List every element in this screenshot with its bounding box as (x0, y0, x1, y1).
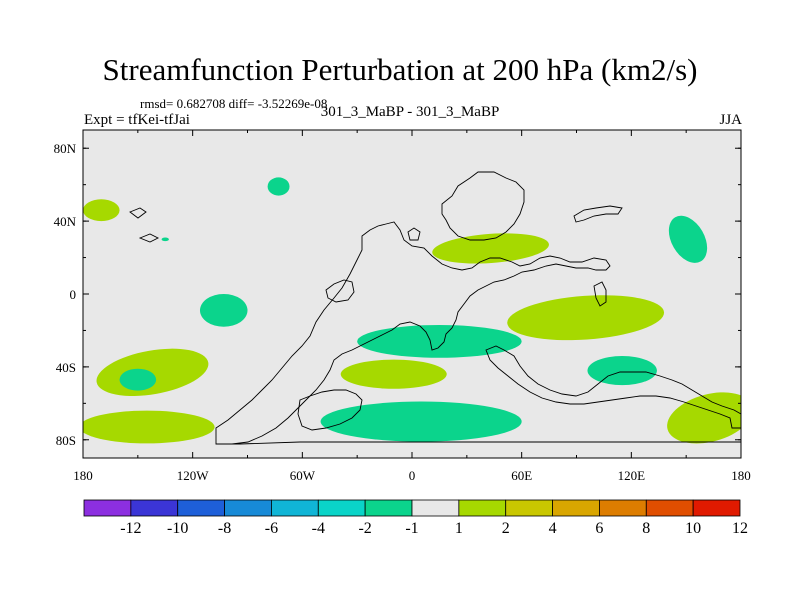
colorbar-swatch (458, 499, 507, 517)
colorbar-swatch (364, 499, 413, 517)
colorbar-label: -12 (120, 520, 141, 537)
green-blob (507, 295, 665, 341)
colorbar-label: -1 (405, 520, 418, 537)
teal-blob (668, 215, 708, 263)
x-tick-label: 180 (73, 468, 93, 483)
teal-blob (199, 294, 248, 327)
colorbar-swatch (411, 499, 460, 517)
y-tick-label: 40S (56, 360, 76, 375)
x-tick-label: 120E (618, 468, 646, 483)
colorbar-label: 1 (455, 520, 463, 537)
colorbar-swatch (692, 499, 741, 517)
colorbar-label: -2 (358, 520, 371, 537)
coastline (215, 221, 611, 445)
x-tick-label: 60E (511, 468, 532, 483)
coastline (441, 171, 525, 241)
colorbar-label: 2 (502, 520, 510, 537)
coastline (407, 227, 421, 241)
colorbar-swatch (552, 499, 600, 517)
colorbar-label: -8 (218, 520, 231, 537)
colorbar-label: -6 (265, 520, 278, 537)
teal-blob (267, 177, 290, 196)
y-tick-label: 0 (70, 287, 77, 302)
green-blob (83, 199, 120, 222)
teal-blob (320, 401, 522, 442)
chart-title: Streamfunction Perturbation at 200 hPa (… (102, 52, 698, 87)
green-blob (432, 233, 549, 264)
colorbar-label: 4 (549, 520, 557, 537)
colorbar-swatch (505, 499, 553, 517)
colorbar-swatch (130, 499, 179, 517)
colorbar-label: 12 (732, 520, 748, 537)
colorbar-swatch (177, 499, 225, 517)
coastline (485, 345, 741, 429)
teal-blob (357, 324, 522, 358)
teal-blob (119, 368, 157, 391)
colorbar-label: -4 (312, 520, 325, 537)
x-tick-label: 180 (731, 468, 751, 483)
coastline (593, 281, 607, 307)
colorbar-label: -10 (167, 520, 188, 537)
coastline (216, 441, 741, 445)
case-label: 301_3_MaBP - 301_3_MaBP (320, 104, 500, 120)
coastline (129, 207, 147, 219)
x-tick-label: 60W (290, 468, 316, 483)
teal-blob (161, 237, 169, 242)
chart-subtitle: rmsd= 0.682708 diff= -3.52269e-08 (140, 96, 328, 111)
coastline (325, 279, 355, 303)
coastline (138, 233, 160, 243)
continent-outlines (129, 171, 741, 445)
y-tick-label: 40N (54, 214, 77, 229)
colorbar-swatch (645, 499, 694, 517)
green-blob (667, 392, 741, 444)
colorbar-label: 10 (685, 520, 701, 537)
experiment-label: Expt = tfKei-tfJai (84, 112, 190, 128)
colorbar-swatch (599, 499, 647, 517)
colorbar-label: 6 (595, 520, 603, 537)
colorbar-swatch (224, 499, 272, 517)
x-tick-label: 120W (177, 468, 210, 483)
coastline (297, 389, 363, 431)
y-tick-label: 80N (54, 141, 77, 156)
colorbar-label: 8 (642, 520, 650, 537)
season-label: JJA (719, 112, 742, 128)
colorbar-swatch (83, 499, 132, 517)
colorbar-swatch (317, 499, 366, 517)
green-blob (340, 359, 447, 389)
coastline (573, 205, 623, 223)
colorbar-swatch (271, 499, 319, 517)
green-blob (83, 410, 215, 444)
x-tick-label: 0 (409, 468, 416, 483)
y-tick-label: 80S (56, 433, 76, 448)
teal-blob (587, 355, 657, 386)
